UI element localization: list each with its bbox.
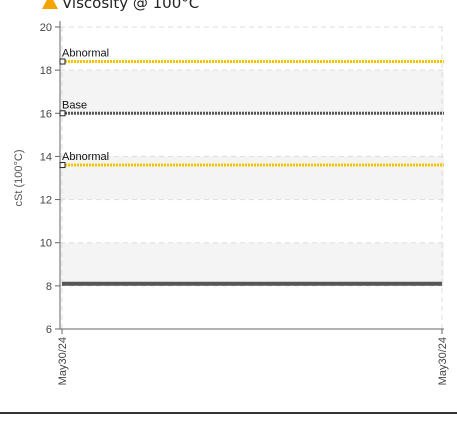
reference-line-label: Abnormal bbox=[62, 151, 109, 163]
grid-band bbox=[60, 70, 444, 114]
chart-title: Viscosity @ 100°C bbox=[62, 0, 200, 12]
reference-marker bbox=[59, 58, 66, 65]
y-tick-label: 8 bbox=[46, 281, 52, 293]
x-tick-label: May30/24 bbox=[437, 337, 449, 385]
y-axis-label: cSt (100°C) bbox=[13, 150, 25, 207]
y-tick-label: 12 bbox=[40, 195, 52, 207]
y-tick-label: 10 bbox=[40, 238, 52, 250]
y-tick-label: 16 bbox=[40, 108, 52, 120]
grid-band bbox=[60, 242, 444, 286]
reference-line-label: Base bbox=[62, 99, 87, 111]
chart-title-row: Viscosity @ 100°C bbox=[0, 0, 199, 15]
y-tick-label: 20 bbox=[40, 22, 52, 34]
y-tick-label: 18 bbox=[40, 65, 52, 77]
bottom-divider bbox=[0, 412, 457, 414]
reference-line-label: Abnormal bbox=[62, 48, 109, 60]
plot-bands bbox=[60, 70, 444, 286]
x-tick-label: May30/24 bbox=[57, 337, 69, 385]
y-tick-label: 6 bbox=[46, 324, 52, 336]
reference-marker bbox=[59, 162, 66, 169]
axes bbox=[55, 21, 444, 334]
grid-band bbox=[60, 156, 444, 200]
warning-triangle-icon bbox=[42, 0, 58, 13]
reference-lines: Abnormal Base Abnormal bbox=[59, 48, 444, 169]
reference-marker bbox=[59, 110, 66, 117]
grid-lines bbox=[60, 26, 444, 329]
tick-labels: 6 8 10 12 14 16 18 20 May30/24 May30/24 bbox=[40, 22, 449, 385]
y-tick-label: 14 bbox=[40, 151, 52, 163]
